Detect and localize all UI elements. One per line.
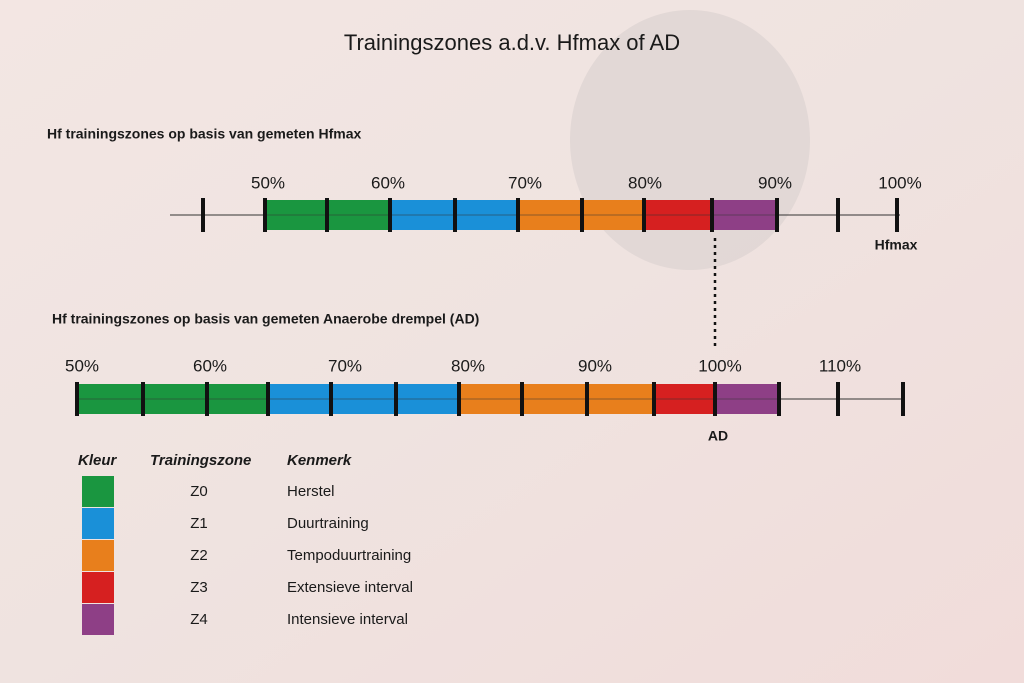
scale-label: 100% bbox=[878, 173, 921, 192]
legend-description: Extensieve interval bbox=[287, 579, 413, 596]
legend-description: Intensieve interval bbox=[287, 611, 408, 628]
legend-header: Trainingszone bbox=[150, 452, 251, 469]
scale-label: 50% bbox=[65, 356, 99, 375]
legend-swatch bbox=[82, 476, 114, 507]
reference-label: Hfmax bbox=[875, 237, 918, 253]
scale-label: 60% bbox=[193, 356, 227, 375]
legend-swatch bbox=[82, 508, 114, 539]
scale-label: 80% bbox=[451, 356, 485, 375]
scale-label: 80% bbox=[628, 173, 662, 192]
section-heading: Hf trainingszones op basis van gemeten H… bbox=[47, 126, 362, 142]
legend-description: Tempoduurtraining bbox=[287, 547, 411, 564]
scale-label: 90% bbox=[758, 173, 792, 192]
legend-header: Kleur bbox=[78, 452, 118, 469]
legend-zone: Z0 bbox=[190, 483, 208, 500]
section-heading: Hf trainingszones op basis van gemeten A… bbox=[52, 311, 479, 327]
scale-label: 70% bbox=[328, 356, 362, 375]
legend-header: Kenmerk bbox=[287, 452, 352, 469]
legend-zone: Z4 bbox=[190, 611, 208, 628]
legend-description: Duurtraining bbox=[287, 515, 369, 532]
legend-description: Herstel bbox=[287, 483, 335, 500]
scale-label: 50% bbox=[251, 173, 285, 192]
legend-swatch bbox=[82, 572, 114, 603]
scale-label: 60% bbox=[371, 173, 405, 192]
scale-label: 70% bbox=[508, 173, 542, 192]
reference-label: AD bbox=[708, 428, 728, 444]
legend-zone: Z3 bbox=[190, 579, 208, 596]
scale-label: 110% bbox=[819, 356, 861, 375]
legend-zone: Z1 bbox=[190, 515, 208, 532]
scale-label: 100% bbox=[698, 356, 741, 375]
title: Trainingszones a.d.v. Hfmax of AD bbox=[344, 30, 680, 55]
scale-label: 90% bbox=[578, 356, 612, 375]
legend-swatch bbox=[82, 540, 114, 571]
legend-zone: Z2 bbox=[190, 547, 208, 564]
legend-swatch bbox=[82, 604, 114, 635]
